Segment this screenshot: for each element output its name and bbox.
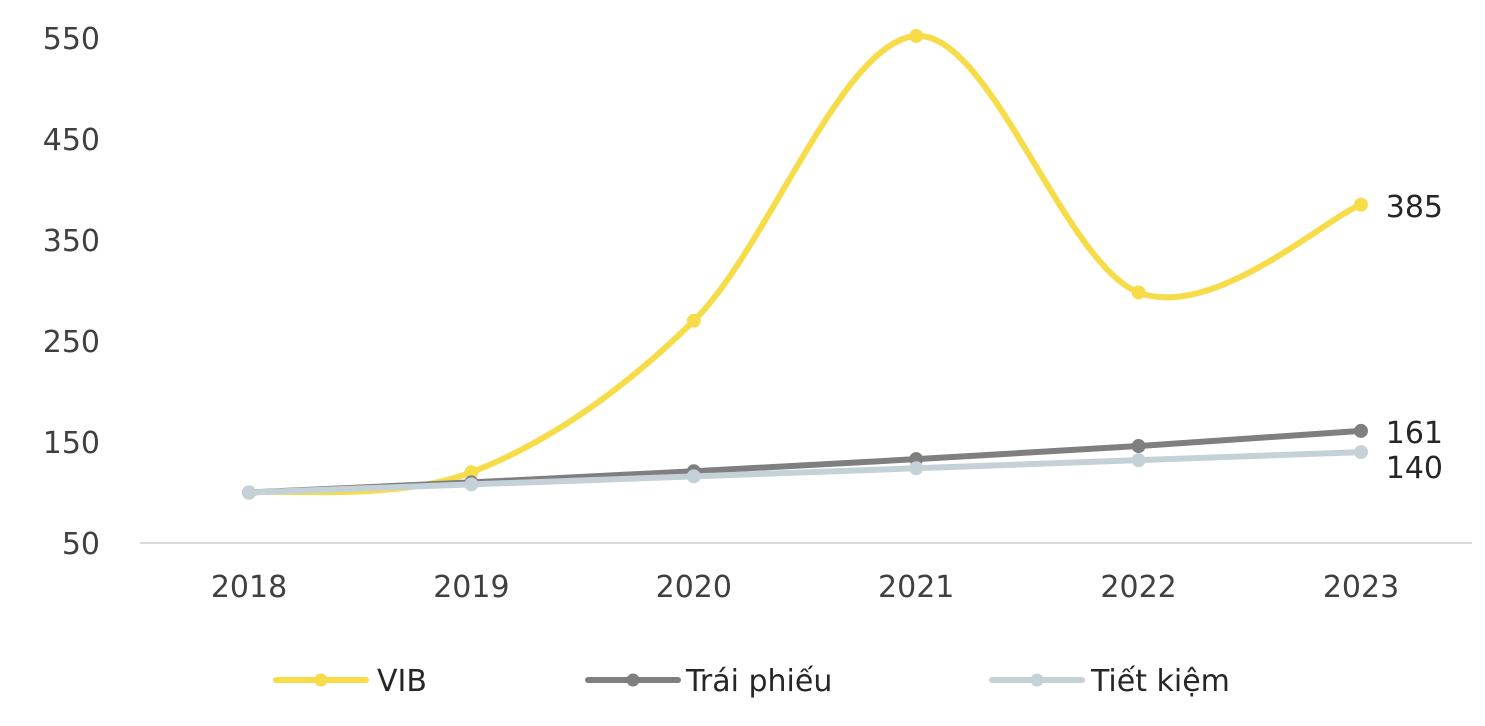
data-point-vib xyxy=(1354,197,1368,212)
y-tick-label: 250 xyxy=(43,325,100,360)
data-point-trai-phieu xyxy=(1354,423,1368,438)
legend-marker-tiet-kiem xyxy=(1030,673,1044,687)
data-point-tiet-kiem xyxy=(1354,445,1368,460)
data-point-vib xyxy=(686,313,701,328)
x-tick-label: 2019 xyxy=(433,570,509,605)
x-tick-label: 2020 xyxy=(656,570,732,605)
end-data-label-trai-phieu: 161 xyxy=(1386,416,1443,451)
series-line-tiet-kiem xyxy=(246,449,1364,496)
legend-label-vib: VIB xyxy=(377,664,427,699)
data-point-vib xyxy=(909,28,924,43)
y-tick-label: 550 xyxy=(43,22,100,57)
data-point-vib xyxy=(1131,285,1146,300)
x-axis-ticks: 2018 2019 2020 2021 2022 2023 xyxy=(211,570,1399,605)
series-line-vib xyxy=(246,32,1364,496)
y-tick-label: 350 xyxy=(43,224,100,259)
x-tick-label: 2023 xyxy=(1323,570,1399,605)
legend-marker-trai-phieu xyxy=(626,673,640,687)
y-tick-label: 150 xyxy=(43,426,100,461)
end-data-label-vib: 385 xyxy=(1386,190,1443,225)
y-axis-ticks: 50 150 250 350 450 550 xyxy=(43,22,100,562)
data-point-tiet-kiem xyxy=(1131,453,1146,468)
series-line-trai-phieu xyxy=(246,427,1364,496)
data-point-tiet-kiem xyxy=(686,469,701,484)
data-point-tiet-kiem xyxy=(464,477,479,492)
legend-label-trai-phieu: Trái phiếu xyxy=(685,664,832,699)
end-data-label-tiet-kiem: 140 xyxy=(1386,451,1443,486)
x-tick-label: 2018 xyxy=(211,570,287,605)
legend: VIB Trái phiếu Tiết kiệm xyxy=(273,664,1230,699)
data-point-tiet-kiem xyxy=(909,461,924,476)
x-tick-label: 2021 xyxy=(878,570,954,605)
y-tick-label: 450 xyxy=(43,123,100,158)
x-tick-label: 2022 xyxy=(1100,570,1176,605)
legend-marker-vib xyxy=(314,673,328,687)
data-point-tiet-kiem xyxy=(242,485,256,500)
data-point-trai-phieu xyxy=(1131,439,1146,454)
series-group xyxy=(242,28,1368,500)
y-tick-label: 50 xyxy=(62,527,100,562)
legend-label-tiet-kiem: Tiết kiệm xyxy=(1090,664,1230,699)
